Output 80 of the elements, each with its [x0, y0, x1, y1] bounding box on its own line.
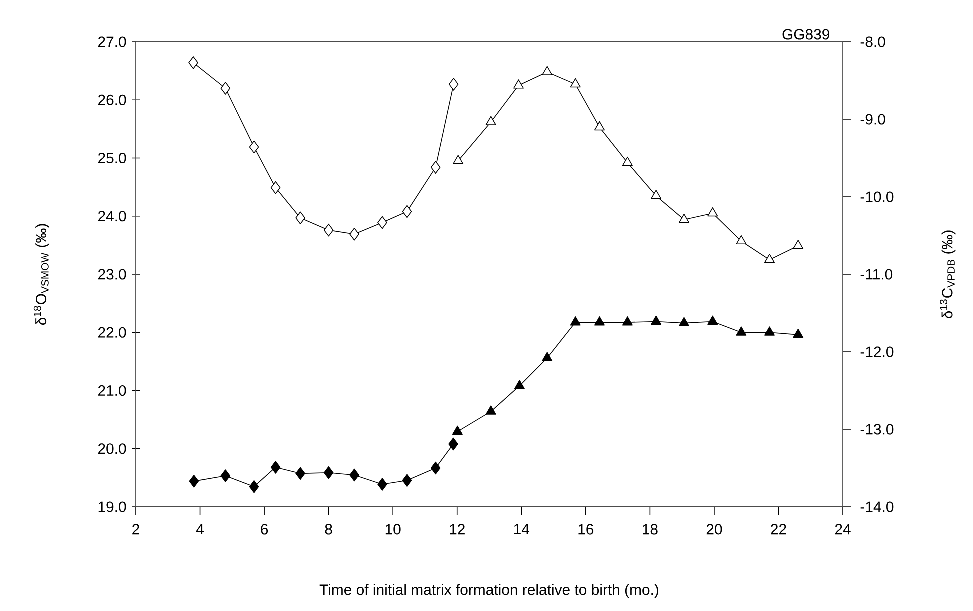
point	[651, 316, 662, 325]
y2-tick-label: -11.0	[860, 269, 893, 280]
x-tick-label: 22	[771, 524, 786, 535]
point	[430, 161, 441, 174]
point	[378, 478, 388, 491]
point	[324, 224, 334, 237]
point	[486, 406, 496, 415]
x-tick-label: 2	[132, 524, 140, 535]
point	[270, 461, 281, 474]
point	[570, 78, 581, 88]
point	[542, 352, 553, 362]
y-tick-label: 26.0	[98, 94, 126, 106]
x-tick-label: 14	[514, 524, 530, 534]
y2-tick-label: -9.0	[860, 114, 886, 125]
point	[651, 190, 662, 200]
x-tick-label: 16	[578, 524, 594, 535]
point	[708, 316, 718, 325]
y-tick-label: 22.0	[98, 327, 126, 338]
point	[594, 316, 605, 326]
x-tick-label: 10	[386, 524, 401, 535]
point	[188, 56, 198, 70]
y-tick-label: 21.0	[98, 385, 126, 396]
y-axis-title: δ$^{18}$O$_{VSMOW}$ (‰)	[34, 224, 50, 326]
y-tick-label: 24.0	[98, 211, 126, 222]
point	[350, 228, 360, 241]
y2-tick-label: -14.0	[860, 502, 894, 512]
y2-tick-label: -12.0	[860, 346, 894, 358]
point	[296, 212, 306, 224]
chart-title: GG839	[782, 29, 830, 40]
x-tick-label: 8	[325, 524, 332, 535]
x-tick-label: 18	[643, 524, 658, 535]
point	[452, 426, 463, 436]
point	[622, 316, 633, 326]
point	[430, 462, 441, 475]
point	[736, 326, 747, 336]
point	[453, 155, 464, 164]
point	[793, 328, 804, 338]
x-tick-label: 20	[706, 524, 722, 535]
point	[249, 480, 260, 494]
y2-tick-label: -8.0	[860, 36, 886, 48]
point	[249, 140, 260, 154]
point	[378, 216, 388, 230]
point	[486, 116, 496, 126]
point	[220, 82, 231, 95]
point	[764, 254, 775, 264]
y-tick-label: 27.0	[98, 36, 126, 48]
point	[514, 380, 525, 390]
y2-axis-title: δ$^{13}$C$_{VPDB}$ (‰)	[940, 230, 956, 319]
x-tick-label: 4	[196, 524, 204, 534]
x-tick-label: 24	[835, 524, 851, 535]
x-tick-label: 6	[261, 524, 268, 535]
point	[679, 214, 690, 224]
y2-tick-label: -13.0	[860, 424, 894, 435]
point	[270, 182, 281, 194]
point	[793, 240, 804, 250]
point	[350, 468, 360, 482]
point	[736, 235, 747, 245]
y2-tick-label: -10.0	[860, 192, 894, 202]
y-tick-label: 23.0	[98, 269, 126, 280]
point	[402, 474, 412, 488]
point	[708, 207, 718, 217]
x-axis-title: Time of initial matrix formation relative to birth (mo.)	[320, 584, 658, 598]
point	[570, 316, 581, 326]
point	[448, 78, 459, 91]
point	[594, 121, 605, 131]
point	[402, 205, 412, 218]
point	[542, 66, 553, 76]
point	[324, 466, 334, 480]
point	[220, 470, 231, 482]
point	[189, 475, 200, 488]
y-tick-label: 25.0	[98, 152, 126, 164]
point	[448, 438, 458, 451]
point	[514, 80, 524, 89]
point	[679, 317, 690, 327]
point	[296, 467, 306, 480]
y-tick-label: 20.0	[98, 444, 126, 454]
y-tick-label: 19.0	[98, 502, 126, 512]
point	[622, 156, 633, 166]
point	[764, 326, 775, 336]
x-tick-label: 12	[450, 524, 465, 535]
